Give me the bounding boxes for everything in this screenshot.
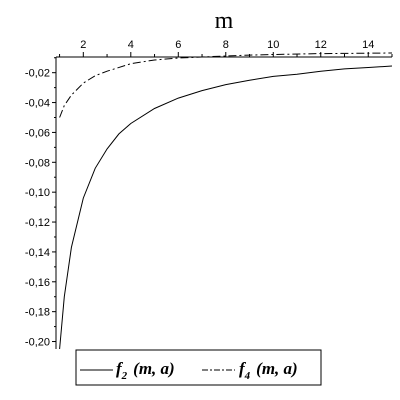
y-tick-label: -0,08 [25,157,50,169]
y-tick-label: -0,18 [25,307,50,319]
series-layer [59,52,393,350]
y-tick-label: -0,02 [25,68,50,80]
y-tick-label: -0,12 [25,217,50,229]
y-tick-label: -0,04 [25,98,50,110]
y-tick-label: -0,20 [25,337,50,349]
series-line-2 [59,52,393,118]
legend-label-2: f4 (m, a) [239,359,298,382]
x-tick-label: 14 [362,39,374,51]
x-tick-label: 12 [315,39,327,51]
y-tick-label: -0,16 [25,277,50,289]
legend: f2 (m, a) f4 (m, a) [75,349,322,386]
x-tick-label: 6 [175,39,181,51]
x-tick-label: 2 [80,39,86,51]
series-line-1 [59,65,393,350]
x-tick-label: 10 [267,39,279,51]
y-axis: -0,02 -0,04 -0,06 -0,08 -0,10 -0,12 -0,14 -0,16… [25,57,57,349]
y-tick-label: -0,06 [25,127,50,139]
y-tick-label: -0,14 [25,247,50,259]
x-axis-title: m [215,8,234,34]
legend-label-1: f2 (m, a) [116,359,175,382]
y-tick-label: -0,10 [25,187,50,199]
legend-box [75,349,322,386]
x-tick-label: 8 [223,39,229,51]
x-axis: 2 4 6 8 10 12 14 [56,39,393,58]
x-tick-label: 4 [128,39,134,51]
